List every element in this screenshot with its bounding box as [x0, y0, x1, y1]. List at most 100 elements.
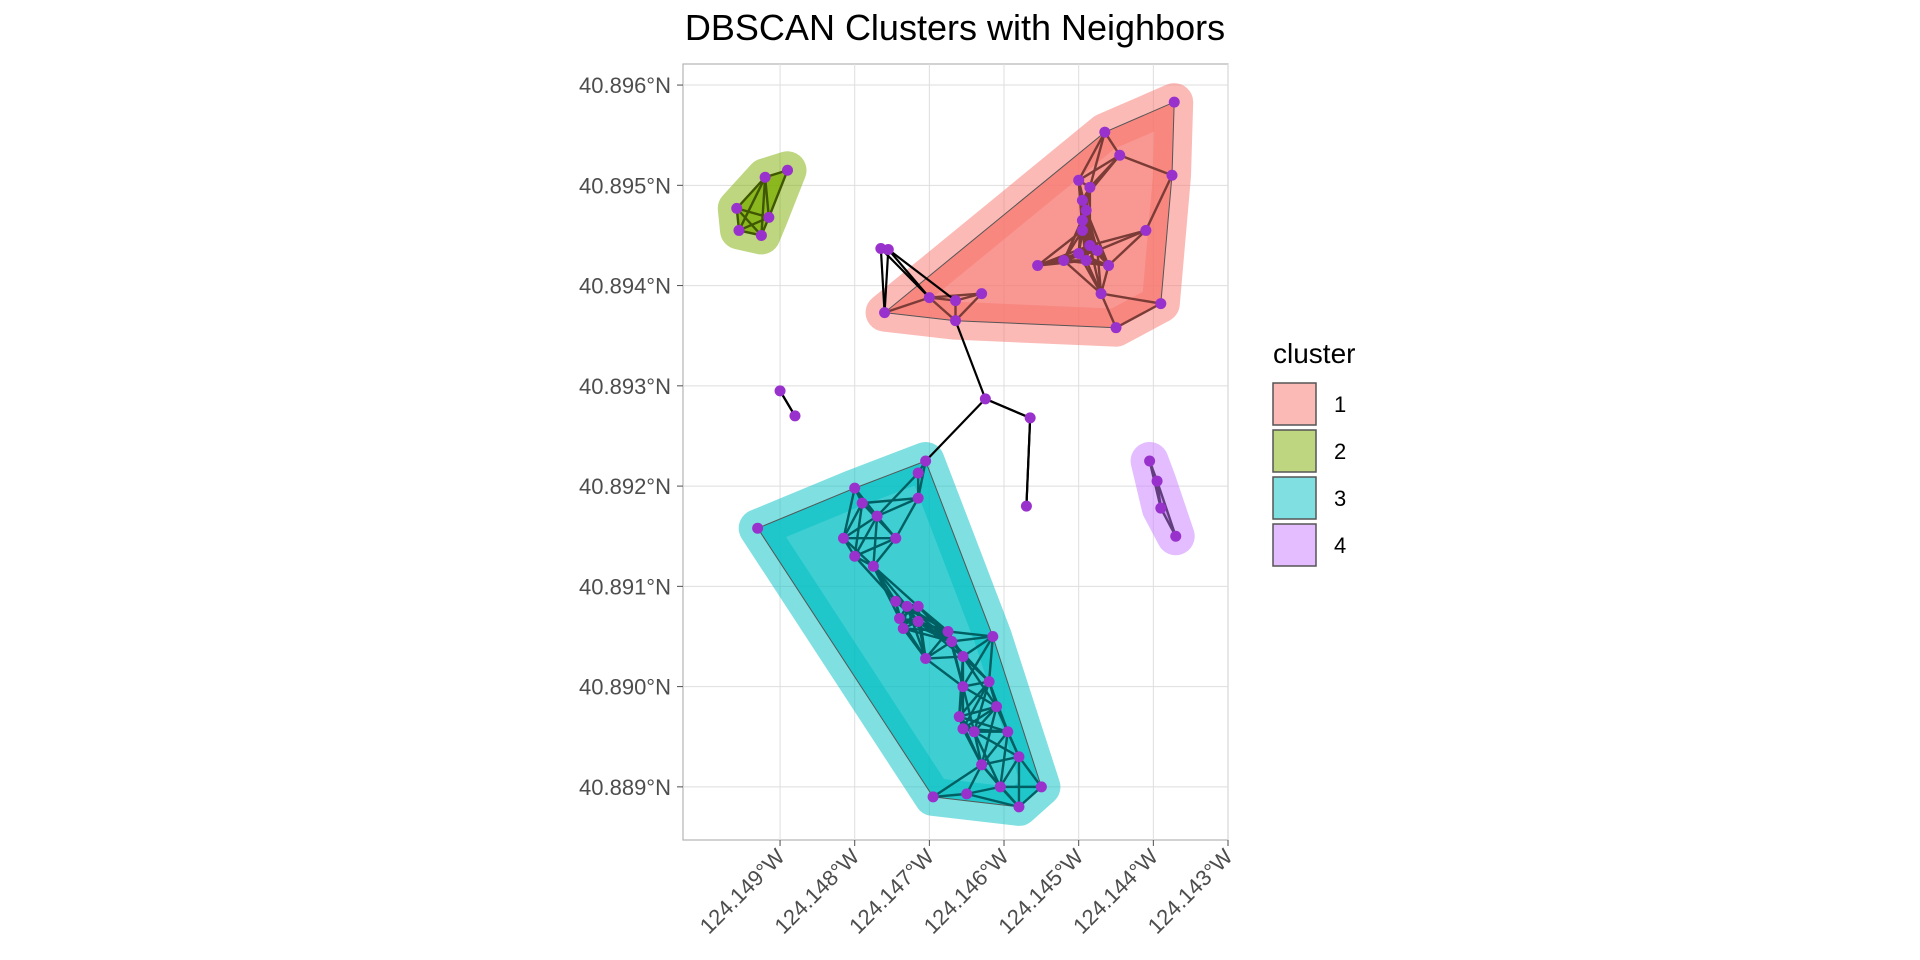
edge-cluster-3	[872, 565, 919, 608]
legend-label-1: 1	[1334, 392, 1346, 417]
point-cluster-4	[1155, 502, 1167, 514]
legend-key-3	[1272, 476, 1317, 520]
edge-cluster-3	[853, 515, 879, 557]
edge-cluster-4	[1155, 480, 1177, 537]
legend-label-2: 2	[1334, 439, 1346, 464]
edge-cluster-3	[876, 472, 920, 517]
edge-cluster-3	[962, 685, 998, 708]
legend-key-4	[1272, 523, 1317, 567]
point-noise	[979, 393, 991, 405]
edge-cluster-1	[1077, 131, 1106, 181]
point-cluster-3	[1002, 726, 1014, 738]
edge-cluster-3	[872, 565, 908, 608]
edge-cluster-3	[925, 655, 964, 660]
edge-cluster-3	[872, 565, 901, 619]
edge-cluster-3	[872, 537, 897, 568]
edge-cluster-1	[1089, 229, 1147, 247]
chart-title: DBSCAN Clusters with Neighbors	[685, 7, 1225, 48]
edge-noise	[954, 320, 987, 400]
edge-cluster-3	[853, 555, 897, 603]
point-cluster-3	[890, 595, 902, 607]
y-tick-label-1: 40.895°N	[579, 173, 671, 198]
point-cluster-1	[1032, 260, 1044, 272]
edge-cluster-1	[1088, 131, 1106, 188]
edge-cluster-1	[1100, 292, 1162, 305]
edge-cluster-3	[924, 657, 964, 688]
point-cluster-1	[1155, 298, 1167, 310]
point-cluster-3	[961, 788, 973, 800]
edge-cluster-3	[932, 763, 983, 798]
edge-cluster-1	[1062, 259, 1102, 295]
y-tick-label-6: 40.890°N	[579, 675, 671, 700]
point-cluster-2	[755, 229, 767, 241]
hull-cluster-1	[884, 101, 1175, 329]
edge-cluster-3	[966, 792, 1020, 809]
point-cluster-3	[957, 651, 969, 663]
point-cluster-3	[946, 635, 958, 647]
edge-noise	[880, 247, 931, 299]
edge-cluster-3	[958, 715, 1009, 733]
edge-cluster-2	[736, 207, 770, 219]
point-noise	[789, 410, 801, 422]
point-cluster-1	[1091, 244, 1103, 256]
edge-cluster-3	[973, 705, 998, 733]
point-noise	[1024, 412, 1036, 424]
point-cluster-3	[838, 532, 850, 544]
point-noise	[875, 242, 887, 254]
edge-cluster-3	[958, 705, 997, 718]
edge-cluster-3	[973, 681, 991, 733]
edge-cluster-2	[735, 207, 763, 237]
edge-cluster-3	[924, 630, 949, 660]
edge-cluster-3	[961, 686, 976, 733]
legend-label-4: 4	[1334, 533, 1346, 558]
edge-cluster-3	[987, 636, 995, 682]
point-cluster-1	[879, 307, 891, 319]
point-cluster-1	[1076, 214, 1088, 226]
point-cluster-1	[1080, 255, 1092, 267]
legend: cluster 1 2 3 4	[1272, 338, 1355, 567]
y-tick-label-3: 40.893°N	[579, 374, 671, 399]
point-cluster-3	[968, 726, 980, 738]
point-cluster-1	[1099, 126, 1111, 138]
edge-cluster-3	[962, 655, 990, 683]
point-cluster-3	[927, 791, 939, 803]
point-cluster-1	[1073, 174, 1085, 186]
point-cluster-3	[942, 625, 954, 637]
point-cluster-2	[733, 224, 745, 236]
point-cluster-1	[1166, 169, 1178, 181]
point-cluster-1	[1058, 255, 1070, 267]
point-cluster-3	[901, 600, 913, 612]
point-cluster-1	[950, 295, 961, 307]
edge-cluster-3	[902, 627, 953, 643]
point-cluster-1	[1095, 288, 1107, 300]
point-cluster-3	[957, 723, 969, 735]
edge-cluster-3	[916, 621, 927, 659]
edge-cluster-3	[947, 630, 993, 638]
point-cluster-3	[957, 681, 969, 693]
edge-cluster-3	[854, 537, 897, 558]
point-cluster-3	[890, 532, 902, 544]
edge-cluster-1	[1115, 302, 1162, 329]
point-cluster-3	[912, 615, 924, 627]
edge-cluster-2	[735, 176, 767, 210]
point-cluster-3	[994, 781, 1006, 793]
edge-cluster-1	[1036, 229, 1084, 267]
edge-cluster-3	[972, 731, 983, 766]
point-cluster-3	[953, 711, 965, 723]
y-tick-label-7: 40.889°N	[579, 775, 671, 800]
legend-key-1	[1272, 382, 1317, 426]
edge-cluster-1	[1107, 229, 1147, 267]
point-cluster-3	[912, 600, 924, 612]
edge-cluster-3	[980, 730, 1009, 766]
edge-cluster-1	[954, 292, 983, 322]
edge-noise	[984, 397, 1031, 419]
y-tick-label-5: 40.891°N	[579, 574, 671, 599]
edge-cluster-1	[1096, 229, 1147, 252]
edge-cluster-3	[981, 755, 1020, 766]
point-cluster-3	[991, 701, 1003, 713]
point-cluster-1	[976, 288, 988, 300]
legend-label-3: 3	[1334, 486, 1346, 511]
edge-noise	[924, 398, 987, 462]
edge-cluster-3	[842, 487, 856, 539]
